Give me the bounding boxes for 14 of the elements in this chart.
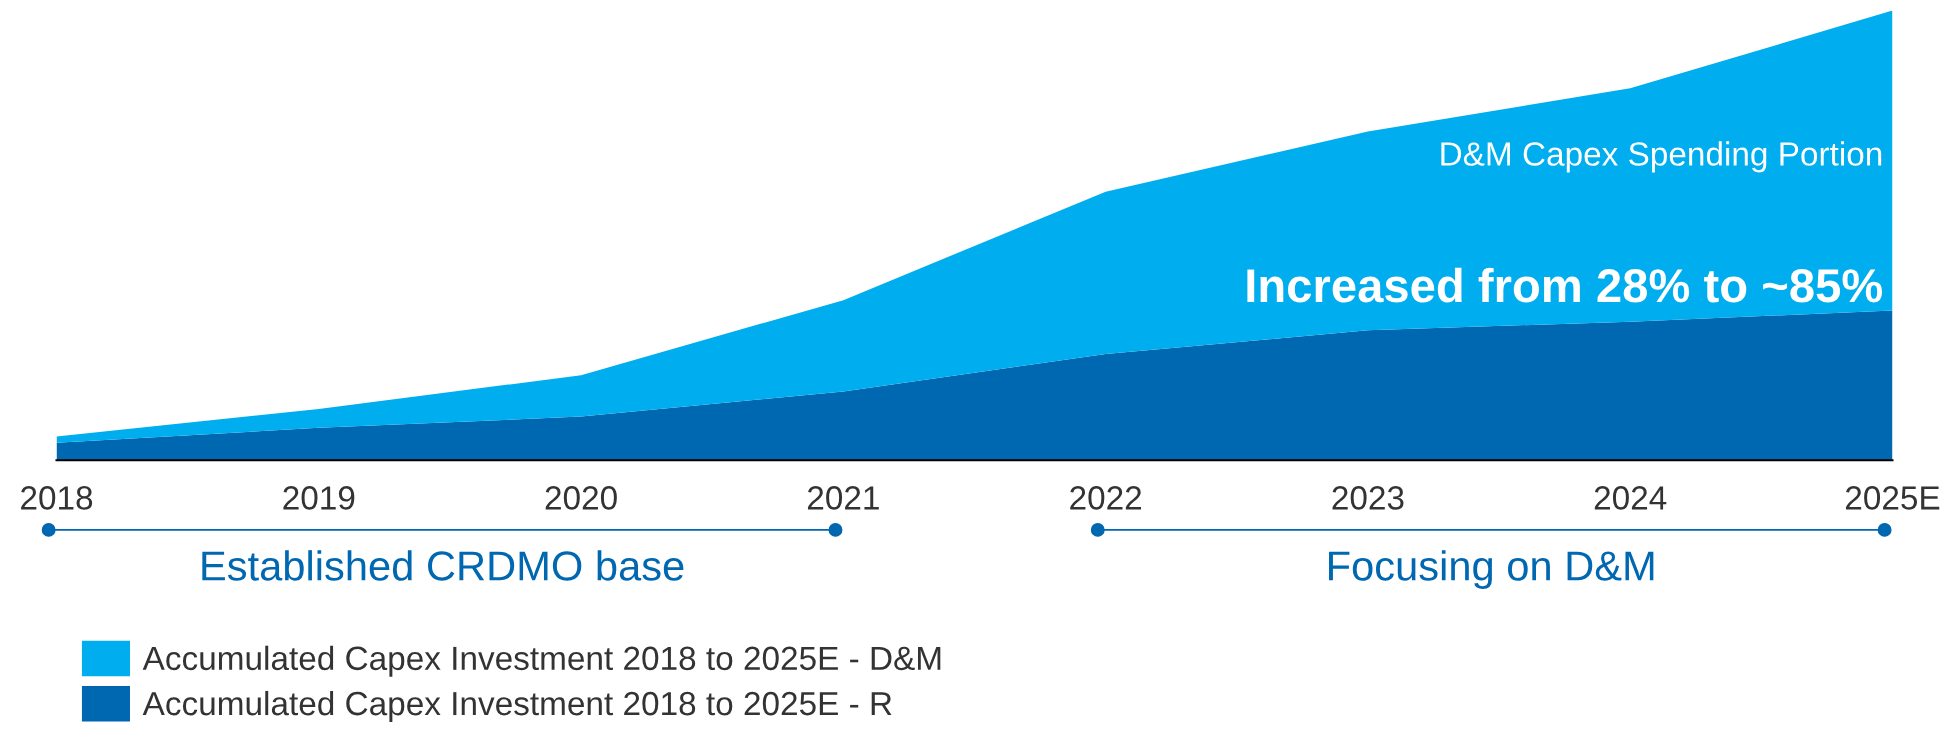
x-tick-label: 2020	[545, 486, 617, 510]
x-tick-label: 2024	[1594, 486, 1667, 510]
annotation: Increased from 28% to ~85%	[1247, 267, 1883, 303]
x-tick-label: 2021	[807, 486, 879, 510]
text: Established CRDMO base	[202, 550, 684, 581]
text: Focusing on D&M	[1329, 550, 1654, 589]
x-tick-label: 2019	[283, 486, 355, 510]
x-tick-label: 2025E	[1845, 486, 1940, 510]
x-tick-label: 2023	[1332, 486, 1404, 510]
legend-label: Accumulated Capex Investment 2018 to 2025E - R	[142, 690, 892, 722]
legend-label: Accumulated Capex Investment 2018 to 2025E - D&M	[142, 645, 941, 677]
x-tick-label: 2018	[21, 486, 93, 510]
annotation: D&M Capex Spending Portion	[1441, 141, 1882, 173]
x-tick-label: 2022	[1070, 486, 1142, 510]
